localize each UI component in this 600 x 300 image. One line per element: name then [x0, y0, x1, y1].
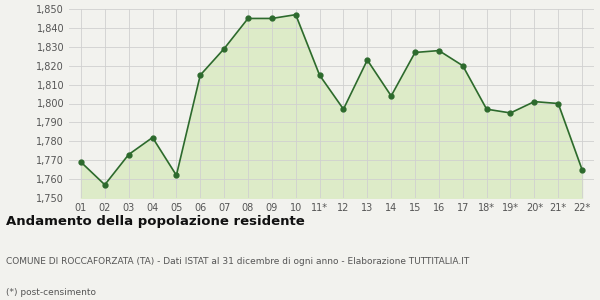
- Text: (*) post-censimento: (*) post-censimento: [6, 288, 96, 297]
- Text: Andamento della popolazione residente: Andamento della popolazione residente: [6, 214, 305, 227]
- Text: COMUNE DI ROCCAFORZATA (TA) - Dati ISTAT al 31 dicembre di ogni anno - Elaborazi: COMUNE DI ROCCAFORZATA (TA) - Dati ISTAT…: [6, 256, 469, 266]
